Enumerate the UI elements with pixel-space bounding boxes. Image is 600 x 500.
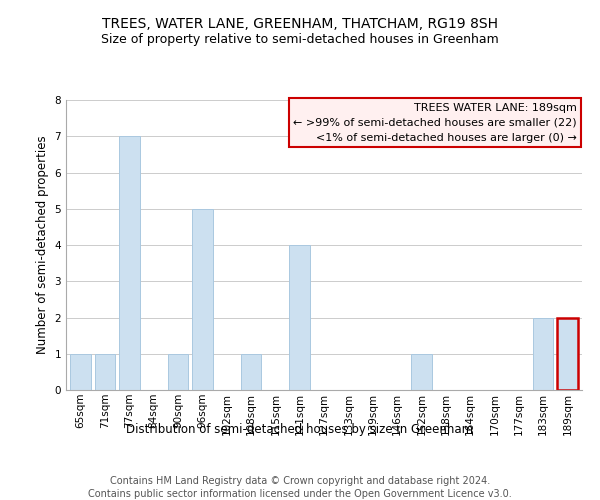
Bar [70,354,91,390]
Text: Contains public sector information licensed under the Open Government Licence v3: Contains public sector information licen… [88,489,512,499]
Bar [289,245,310,390]
Bar [411,354,432,390]
Bar [119,136,140,390]
Bar [533,318,553,390]
Bar [557,318,578,390]
Text: TREES, WATER LANE, GREENHAM, THATCHAM, RG19 8SH: TREES, WATER LANE, GREENHAM, THATCHAM, R… [102,18,498,32]
Text: Distribution of semi-detached houses by size in Greenham: Distribution of semi-detached houses by … [127,422,473,436]
Bar [167,354,188,390]
Bar [192,209,212,390]
Bar [95,354,115,390]
Text: Size of property relative to semi-detached houses in Greenham: Size of property relative to semi-detach… [101,32,499,46]
Bar [241,354,262,390]
Y-axis label: Number of semi-detached properties: Number of semi-detached properties [36,136,49,354]
Text: TREES WATER LANE: 189sqm
← >99% of semi-detached houses are smaller (22)
<1% of : TREES WATER LANE: 189sqm ← >99% of semi-… [293,103,577,142]
Text: Contains HM Land Registry data © Crown copyright and database right 2024.: Contains HM Land Registry data © Crown c… [110,476,490,486]
